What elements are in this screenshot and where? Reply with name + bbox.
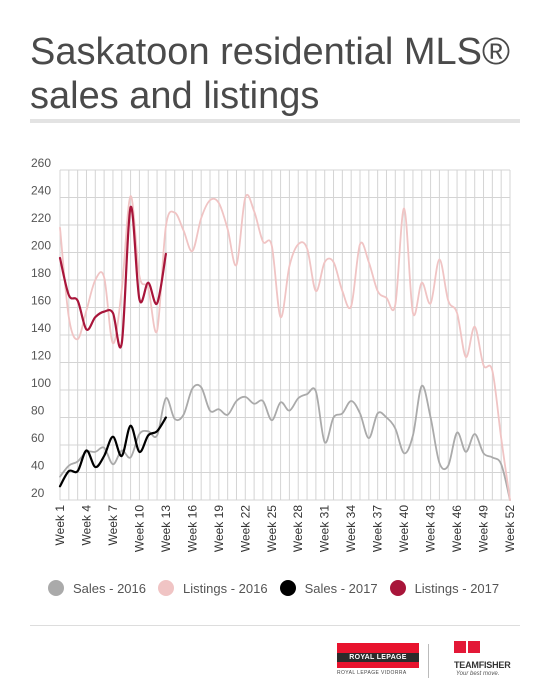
legend-item-listings-2016: Listings - 2016 <box>158 580 268 596</box>
y-tick-label: 240 <box>31 184 51 198</box>
footer-divider <box>30 625 520 626</box>
logo-square <box>454 641 466 653</box>
y-tick-label: 160 <box>31 294 51 308</box>
legend-label: Sales - 2016 <box>73 580 146 596</box>
x-tick-label: Week 52 <box>503 505 517 552</box>
series-line-sales-2017 <box>58 416 167 488</box>
logo-separator <box>428 644 429 678</box>
series-line-sales-2016 <box>59 383 511 501</box>
x-tick-label: Week 22 <box>238 505 252 552</box>
x-tick-label: Week 13 <box>159 505 173 552</box>
legend-item-sales-2017: Sales - 2017 <box>279 580 378 596</box>
x-tick-label: Week 10 <box>132 505 146 552</box>
x-tick-label: Week 7 <box>106 505 120 546</box>
legend-swatch <box>48 580 64 596</box>
series-line-listings-2017 <box>58 206 167 349</box>
logo-square <box>468 641 480 653</box>
x-tick-label: Week 43 <box>424 505 438 552</box>
y-tick-label: 260 <box>31 156 51 170</box>
y-axis-ticks: 20 40 60 80 100 120 140 160 180 200 220 240 260 <box>31 156 51 500</box>
logo-tagline: Your best move. <box>456 671 500 677</box>
logo-bar-bottom <box>337 662 419 668</box>
legend-label: Sales - 2017 <box>304 580 378 596</box>
grid <box>59 169 511 501</box>
x-tick-label: Week 46 <box>450 505 464 552</box>
legend-item-sales-2016: Sales - 2016 <box>48 580 146 596</box>
series-lines <box>58 193 511 501</box>
royal-lepage-logo: ROYAL LEPAGE ROYAL LEPAGE VIDORRA <box>337 643 419 679</box>
x-tick-label: Week 34 <box>344 505 358 552</box>
y-tick-label: 60 <box>31 431 45 445</box>
legend-swatch <box>279 580 296 596</box>
y-tick-label: 200 <box>31 239 51 253</box>
logo-brand-text: ROYAL LEPAGE <box>337 653 419 662</box>
logo-bar-top <box>337 643 419 653</box>
x-tick-label: Week 31 <box>318 505 332 552</box>
legend-label: Listings - 2017 <box>414 580 500 596</box>
logo-brand-text: TEAMFISHER <box>454 660 511 670</box>
x-tick-label: Week 40 <box>397 505 411 552</box>
team-fisher-logo: TEAMFISHER Your best move. <box>440 640 520 682</box>
logo-sub-text: ROYAL LEPAGE VIDORRA <box>337 670 407 676</box>
page-title: Saskatoon residential MLS® sales and lis… <box>30 31 511 117</box>
y-tick-label: 140 <box>31 321 51 335</box>
x-tick-label: Week 49 <box>477 505 491 552</box>
chart-legend: Sales - 2016 Listings - 2016 Sales - 201… <box>48 577 511 599</box>
y-tick-label: 100 <box>31 376 51 390</box>
y-tick-label: 80 <box>31 404 45 418</box>
legend-label: Listings - 2016 <box>183 580 268 596</box>
x-tick-label: Week 28 <box>291 505 305 552</box>
x-axis-ticks: Week 1 Week 4 Week 7 Week 10 Week 13 Week 16 W… <box>53 505 517 552</box>
y-tick-label: 40 <box>31 459 45 473</box>
series-line-listings-2016 <box>59 193 511 501</box>
y-tick-label: 180 <box>31 266 51 280</box>
legend-item-listings-2017: Listings - 2017 <box>389 580 500 596</box>
x-tick-label: Week 1 <box>53 505 67 546</box>
title-divider <box>30 119 520 123</box>
x-tick-label: Week 19 <box>212 505 226 552</box>
x-tick-label: Week 37 <box>371 505 385 552</box>
y-tick-label: 220 <box>31 211 51 225</box>
legend-swatch <box>158 580 174 596</box>
x-tick-label: Week 4 <box>79 505 93 546</box>
legend-swatch <box>389 580 406 596</box>
x-tick-label: Week 16 <box>185 505 199 552</box>
y-tick-label: 120 <box>31 349 51 363</box>
y-tick-label: 20 <box>31 486 45 500</box>
x-tick-label: Week 25 <box>265 505 279 552</box>
